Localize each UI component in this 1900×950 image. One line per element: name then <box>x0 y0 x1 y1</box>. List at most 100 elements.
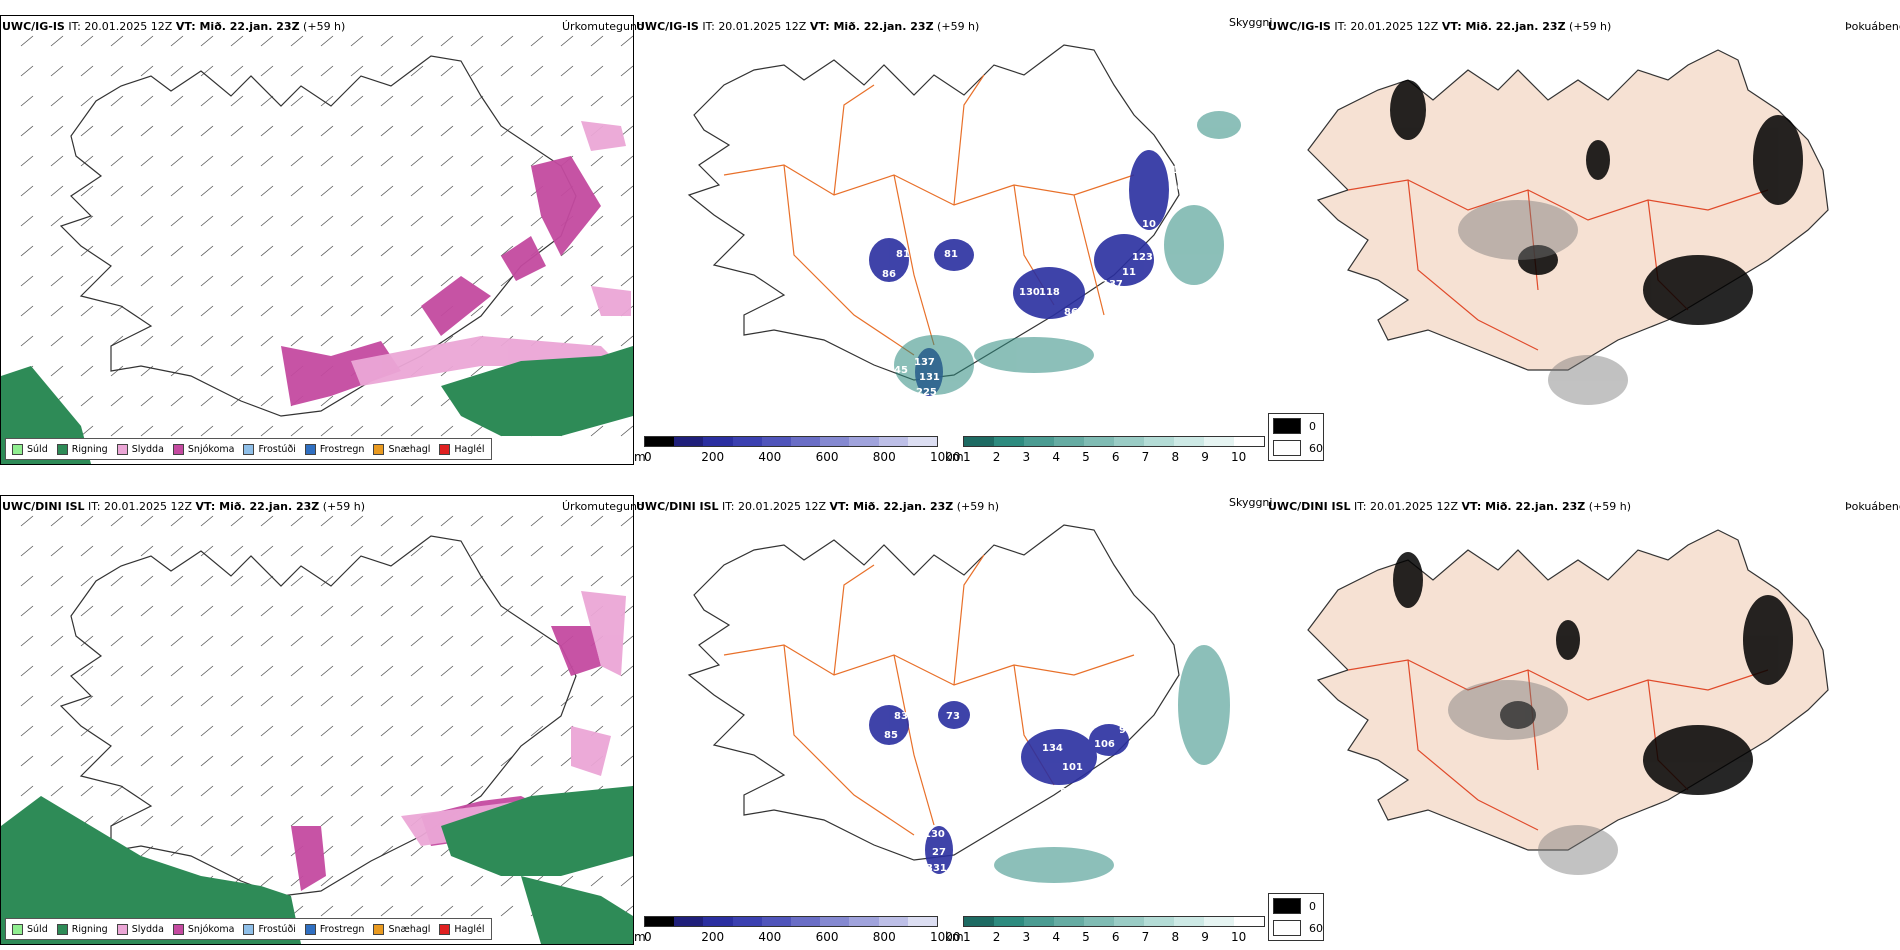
wind-barb <box>380 215 394 227</box>
wind-barb <box>560 275 574 287</box>
wind-barb <box>560 245 574 257</box>
wind-barb <box>20 125 34 137</box>
wind-barb <box>500 515 514 527</box>
wind-barb <box>290 575 304 587</box>
header-row2-precip: UWC/DINI ISL IT: 20.01.2025 12Z VT: Mið.… <box>2 500 365 513</box>
wind-barb <box>380 155 394 167</box>
model-name: UWC/DINI ISL <box>636 500 719 513</box>
wind-barb <box>290 245 304 257</box>
init-time: IT: 20.01.2025 12Z <box>1330 20 1442 33</box>
ceiling-unit: m <box>634 930 646 944</box>
wind-barb <box>440 605 454 617</box>
wind-barb <box>20 305 34 317</box>
row1: Súld Rigning Slydda Snjókoma Frostúði Frostre… <box>0 0 1900 470</box>
wind-barb <box>620 65 633 77</box>
wind-barb <box>320 785 334 797</box>
legend-label: Snæhagl <box>388 923 431 935</box>
wind-barb <box>410 545 424 557</box>
wind-barb <box>620 35 633 47</box>
colorbar-tick: 2 <box>992 930 1001 944</box>
wind-barb <box>140 125 154 137</box>
wind-barb <box>80 545 94 557</box>
wind-barb <box>200 575 214 587</box>
wind-barb <box>410 725 424 737</box>
ceiling-label: 83 <box>1060 787 1074 798</box>
wind-barb <box>380 125 394 137</box>
wind-barb <box>80 575 94 587</box>
legend-item: Snjókoma <box>172 923 234 935</box>
colorbar-tick: 1 <box>963 450 971 464</box>
legend-label: Snjókoma <box>187 443 235 455</box>
wind-barb <box>560 545 574 557</box>
wind-barb <box>530 155 544 167</box>
wind-barb <box>260 335 274 347</box>
colorbar-tick: 600 <box>815 930 839 944</box>
wind-barb <box>620 155 633 167</box>
wind-barb <box>380 575 394 587</box>
legend-swatch <box>172 443 184 455</box>
wind-barb <box>80 695 94 707</box>
title-fog-2: Þokuábendi <box>1845 500 1900 513</box>
wind-barb <box>440 635 454 647</box>
wind-barb <box>80 635 94 647</box>
wind-barb <box>230 335 244 347</box>
wind-barb <box>500 185 514 197</box>
wind-barb <box>470 425 484 437</box>
lead-time: (+59 h) <box>953 500 1000 513</box>
wind-barb <box>170 305 184 317</box>
precip-type-map-2: Súld Rigning Slydda Snjókoma Frostúði Frostre… <box>0 495 634 945</box>
wind-barb <box>530 575 544 587</box>
ceiling-label: 225 <box>916 387 937 398</box>
wind-barb <box>560 95 574 107</box>
wind-barb <box>560 305 574 317</box>
wind-barb <box>170 515 184 527</box>
wind-barb <box>50 275 64 287</box>
legend-item: Frostúði <box>243 923 296 935</box>
wind-barb <box>140 275 154 287</box>
wind-barb <box>530 515 544 527</box>
wind-barb <box>20 665 34 677</box>
wind-barb <box>200 635 214 647</box>
fog-legend-light: 60 <box>1309 921 1323 935</box>
wind-barb <box>560 35 574 47</box>
ceiling-label: 86 <box>882 269 896 280</box>
legend-item: Súld <box>12 443 48 455</box>
wind-barb <box>500 605 514 617</box>
wind-barb <box>260 695 274 707</box>
wind-barb <box>170 185 184 197</box>
wind-barb <box>380 695 394 707</box>
wind-barb <box>620 425 633 437</box>
wind-barb <box>110 545 124 557</box>
model-name: UWC/DINI ISL <box>2 500 85 513</box>
wind-barb <box>320 755 334 767</box>
wind-barb <box>410 875 424 887</box>
wind-barb <box>320 335 334 347</box>
wind-barb <box>530 785 544 797</box>
wind-barb <box>320 545 334 557</box>
wind-barb <box>200 65 214 77</box>
wind-barb <box>230 725 244 737</box>
wind-barb <box>110 425 124 437</box>
init-time: IT: 20.01.2025 12Z <box>1350 500 1462 513</box>
wind-barb <box>500 665 514 677</box>
wind-barb <box>350 635 364 647</box>
wind-barb <box>170 725 184 737</box>
wind-barb <box>140 575 154 587</box>
wind-barb <box>410 635 424 647</box>
row2: Súld Rigning Slydda Snjókoma Frostúði Frostre… <box>0 480 1900 950</box>
model-name: UWC/IG-IS <box>2 20 65 33</box>
wind-barb <box>290 185 304 197</box>
wind-barb <box>410 215 424 227</box>
wind-barb <box>620 245 633 257</box>
wind-barb <box>530 215 544 227</box>
wind-barb <box>470 125 484 137</box>
wind-barb <box>260 65 274 77</box>
legend-label: Slydda <box>131 923 164 935</box>
wind-barb <box>140 245 154 257</box>
ceiling-label: 101 <box>1062 762 1083 773</box>
wind-barb <box>110 665 124 677</box>
wind-barb <box>20 215 34 227</box>
wind-barb <box>290 545 304 557</box>
wind-barb <box>500 695 514 707</box>
wind-barb <box>200 35 214 47</box>
